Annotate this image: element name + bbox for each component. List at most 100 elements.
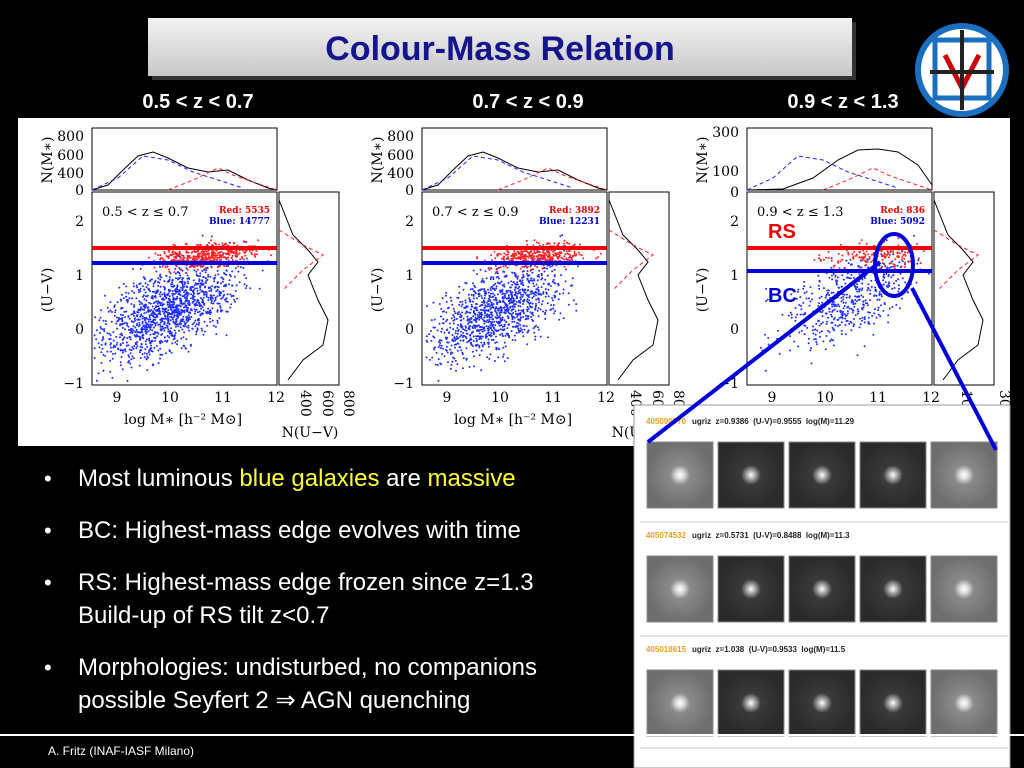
scatter-dot — [219, 264, 222, 267]
scatter-dot — [229, 275, 232, 278]
scatter-dot — [485, 292, 488, 295]
scatter-dot — [163, 292, 166, 294]
scatter-dot — [169, 330, 172, 332]
scatter-dot — [460, 314, 463, 317]
scatter-dot — [209, 313, 211, 316]
scatter-dot — [432, 301, 435, 304]
scatter-dot — [172, 321, 175, 324]
scatter-dot — [124, 348, 127, 351]
scatter-dot — [821, 309, 824, 312]
bullet-text: RS: Highest-mass edge frozen since z=1.3 — [78, 569, 534, 596]
scatter-dot — [492, 292, 494, 295]
scatter-dot — [841, 254, 844, 257]
scatter-dot — [496, 254, 499, 257]
scatter-dot — [468, 326, 471, 329]
scatter-dot — [129, 331, 132, 334]
scatter-dot — [885, 285, 888, 288]
scatter-dot — [193, 287, 196, 290]
scatter-dot — [157, 305, 160, 308]
bullet-text: BC: Highest-mass edge evolves with time — [78, 517, 521, 544]
scatter-dot — [96, 329, 98, 332]
panel-heading: 0.7 < z < 0.9 — [472, 91, 583, 113]
scatter-dot — [891, 287, 894, 290]
scatter-dot — [530, 277, 533, 280]
scatter-dot — [149, 318, 152, 321]
scatter-dot — [521, 253, 524, 256]
scatter-dot — [517, 327, 520, 330]
scatter-dot — [471, 300, 474, 303]
scatter-dot — [177, 271, 180, 274]
scatter-dot — [878, 291, 881, 293]
scatter-dot — [193, 312, 196, 315]
scatter-dot — [529, 311, 532, 314]
scatter-dot — [529, 265, 532, 268]
scatter-dot — [485, 277, 488, 280]
scatter-dot — [519, 298, 522, 301]
scatter-dot — [478, 346, 481, 349]
scatter-dot — [578, 253, 581, 256]
scatter-dot — [152, 310, 154, 313]
scatter-dot — [470, 332, 473, 334]
scatter-dot — [530, 316, 532, 318]
scatter-dot — [131, 346, 134, 349]
scatter-dot — [852, 325, 855, 328]
scatter-dot — [167, 309, 170, 312]
scatter-dot — [527, 279, 530, 282]
scatter-dot — [580, 254, 583, 257]
scatter-dot — [157, 349, 160, 352]
scatter-dot — [468, 321, 471, 324]
scatter-dot — [207, 253, 210, 256]
scatter-dot — [895, 303, 898, 306]
scatter-dot — [492, 330, 495, 333]
scatter-dot — [170, 327, 173, 330]
scatter-dot — [192, 292, 195, 295]
scatter-dot — [465, 329, 468, 332]
scatter-dot — [499, 333, 502, 336]
scatter-dot — [170, 259, 173, 261]
scatter-dot — [809, 286, 812, 289]
scatter-dot — [133, 305, 136, 308]
scatter-dot — [460, 349, 463, 352]
scatter-dot — [521, 256, 524, 259]
scatter-dot — [838, 267, 841, 270]
scatter-dot — [197, 257, 200, 260]
scatter-dot — [829, 340, 832, 343]
scatter-dot — [229, 293, 232, 296]
scatter-dot — [185, 338, 188, 341]
scatter-dot — [872, 333, 875, 336]
scatter-dot — [496, 281, 499, 284]
scatter-dot — [517, 309, 520, 312]
scatter-dot — [538, 269, 541, 272]
scatter-dot — [511, 318, 514, 321]
scatter-dot — [185, 321, 188, 324]
scatter-dot — [765, 300, 767, 303]
scatter-dot — [855, 253, 858, 256]
scatter-dot — [544, 317, 547, 320]
scatter-dot — [817, 319, 820, 322]
scatter-dot — [873, 308, 876, 311]
scatter-dot — [145, 338, 148, 341]
scatter-dot — [526, 243, 529, 246]
scatter-dot — [864, 259, 866, 262]
scatter-dot — [93, 357, 96, 359]
scatter-dot — [495, 348, 498, 351]
cutout-image — [859, 555, 927, 623]
scatter-dot — [858, 273, 861, 276]
scatter-dot — [194, 325, 197, 328]
scatter-dot — [499, 317, 502, 320]
scatter-dot — [145, 352, 148, 355]
scatter-dot — [198, 292, 201, 295]
scatter-dot — [98, 319, 101, 322]
scatter-dot — [538, 293, 540, 296]
scatter-dot — [825, 323, 828, 325]
scatter-dot — [167, 330, 170, 333]
scatter-dot — [849, 258, 852, 261]
scatter-dot — [148, 337, 151, 340]
scatter-dot — [231, 259, 234, 262]
scatter-dot — [506, 333, 509, 336]
scatter-dot — [144, 278, 146, 281]
scatter-dot — [231, 254, 234, 257]
scatter-dot — [441, 310, 444, 313]
x-axis-label: log M∗ [h⁻² M⊙] — [454, 412, 572, 428]
scatter-dot — [199, 286, 202, 289]
